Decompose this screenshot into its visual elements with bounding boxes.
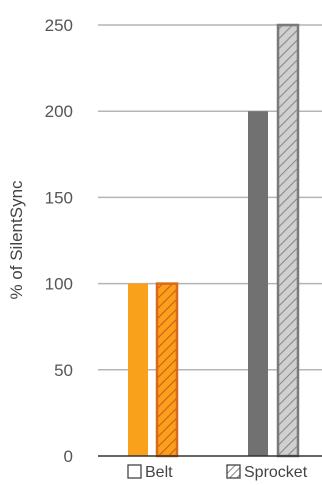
y-tick-label: 50 (54, 361, 73, 380)
y-tick-label: 150 (45, 188, 73, 207)
bar-group2-solid (248, 111, 268, 456)
legend-label-belt: Belt (145, 464, 173, 481)
legend-solid-swatch (127, 464, 142, 479)
legend: Belt Sprocket (127, 464, 308, 481)
bar-group1-solid (128, 283, 148, 456)
bar-group1-hatched (155, 282, 179, 458)
y-tick-labels: 0 50 100 150 200 250 (45, 16, 73, 466)
bar-group2-hatched (276, 23, 300, 458)
y-axis-label: % of SilentSync (7, 180, 26, 300)
y-tick-label: 250 (45, 16, 73, 35)
legend-label-sprocket: Sprocket (244, 464, 308, 481)
legend-hatched-swatch (226, 464, 241, 479)
y-tick-label: 200 (45, 102, 73, 121)
y-tick-label: 100 (45, 275, 73, 294)
y-tick-label: 0 (64, 447, 73, 466)
bars (128, 23, 300, 458)
